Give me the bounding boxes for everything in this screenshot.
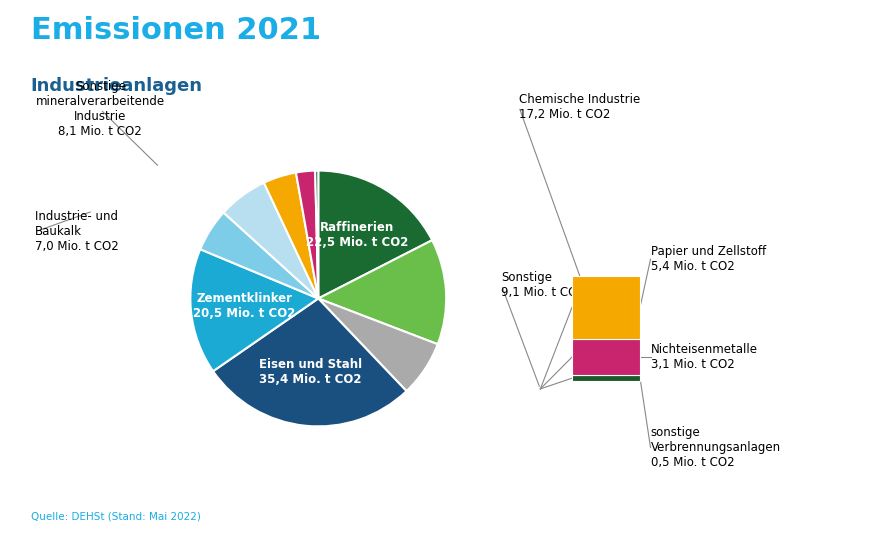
Text: Industrie- und
Baukalk
7,0 Mio. t CO2: Industrie- und Baukalk 7,0 Mio. t CO2 — [35, 211, 119, 253]
Wedge shape — [318, 240, 446, 344]
Wedge shape — [201, 213, 318, 298]
Bar — [572, 339, 640, 375]
Text: sonstige
Verbrennungsanlagen
0,5 Mio. t CO2: sonstige Verbrennungsanlagen 0,5 Mio. t … — [651, 426, 780, 469]
Wedge shape — [190, 249, 318, 371]
Text: Industrieanlagen: Industrieanlagen — [31, 77, 202, 95]
Text: Sonstige
9,1 Mio. t CO2: Sonstige 9,1 Mio. t CO2 — [501, 271, 585, 299]
Wedge shape — [296, 171, 318, 298]
Bar — [572, 375, 640, 381]
Text: Raffinerien
22,5 Mio. t CO2: Raffinerien 22,5 Mio. t CO2 — [306, 221, 408, 249]
Wedge shape — [213, 298, 406, 426]
Wedge shape — [264, 173, 318, 298]
Text: Sonstige
mineralverarbeitende
Industrie
8,1 Mio. t CO2: Sonstige mineralverarbeitende Industrie … — [36, 80, 165, 138]
Text: Emissionen 2021: Emissionen 2021 — [31, 16, 321, 45]
Text: Eisen und Stahl
35,4 Mio. t CO2: Eisen und Stahl 35,4 Mio. t CO2 — [259, 358, 362, 386]
Wedge shape — [315, 171, 318, 298]
Wedge shape — [318, 298, 438, 391]
Text: Zementklinker
20,5 Mio. t CO2: Zementklinker 20,5 Mio. t CO2 — [194, 292, 296, 320]
Wedge shape — [223, 183, 318, 298]
Text: Nichteisenmetalle
3,1 Mio. t CO2: Nichteisenmetalle 3,1 Mio. t CO2 — [651, 343, 758, 371]
Text: Chemische Industrie
17,2 Mio. t CO2: Chemische Industrie 17,2 Mio. t CO2 — [519, 93, 640, 120]
Wedge shape — [318, 171, 433, 298]
Text: Quelle: DEHSt (Stand: Mai 2022): Quelle: DEHSt (Stand: Mai 2022) — [31, 511, 201, 521]
Bar — [572, 276, 640, 339]
Text: Papier und Zellstoff
5,4 Mio. t CO2: Papier und Zellstoff 5,4 Mio. t CO2 — [651, 245, 766, 273]
